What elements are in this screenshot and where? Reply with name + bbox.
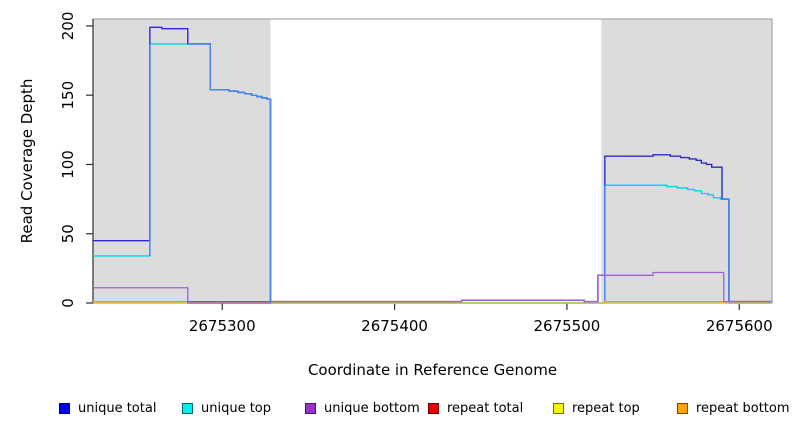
legend-item-repeat-bottom: repeat bottom [677, 401, 790, 416]
repeat-top-swatch-icon [553, 403, 564, 414]
y-tick-label: 100 [59, 150, 77, 179]
legend-label: repeat bottom [696, 401, 790, 416]
x-tick-label: 2675600 [706, 317, 773, 335]
series-line-unique-bottom [93, 271, 772, 304]
highlight-region [93, 19, 271, 303]
unique-top-swatch-icon [182, 403, 193, 414]
y-tick-label: 150 [59, 81, 77, 110]
legend-label: unique total [78, 401, 157, 416]
legend-label: repeat total [447, 401, 524, 416]
x-tick-label: 2675300 [189, 317, 256, 335]
y-tick-label: 50 [59, 224, 77, 243]
unique-bottom-swatch-icon [305, 403, 316, 414]
highlight-region [601, 19, 772, 303]
y-axis-title: Read Coverage Depth [18, 78, 36, 244]
repeat-bottom-swatch-icon [677, 403, 688, 414]
legend-item-unique-top: unique top [182, 401, 271, 416]
repeat-total-swatch-icon [428, 403, 439, 414]
legend-label: unique top [201, 401, 272, 416]
series-line-unique-total-over-top [722, 198, 730, 302]
x-tick-label: 2675500 [534, 317, 601, 335]
y-tick-label: 0 [59, 298, 77, 308]
legend-label: unique bottom [324, 401, 420, 416]
y-tick-label: 200 [59, 12, 77, 41]
x-tick-label: 2675400 [361, 317, 428, 335]
legend-item-unique-total: unique total [59, 401, 156, 416]
x-axis-title: Coordinate in Reference Genome [307, 361, 558, 379]
legend-item-unique-bottom: unique bottom [305, 401, 420, 416]
legend-item-repeat-total: repeat total [428, 401, 523, 416]
unique-total-swatch-icon [59, 403, 70, 414]
series-line-unique-total-over-top [187, 43, 272, 302]
legend-label: repeat top [572, 401, 640, 416]
legend-item-repeat-top: repeat top [553, 401, 640, 416]
